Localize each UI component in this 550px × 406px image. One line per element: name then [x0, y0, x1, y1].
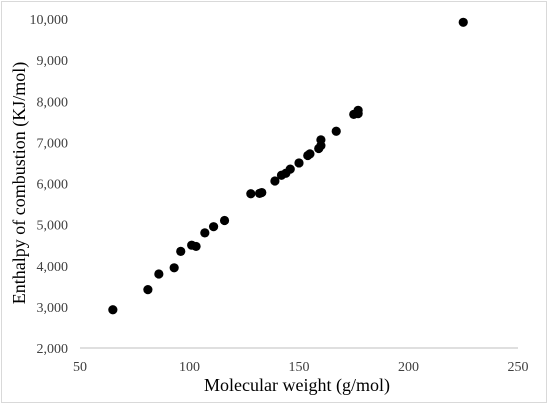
- data-point: [270, 176, 280, 186]
- x-axis-title: Molecular weight (g/mol): [204, 375, 390, 396]
- y-tick-label: 9,000: [37, 54, 69, 69]
- data-point: [316, 135, 326, 145]
- x-tick-label: 50: [73, 360, 87, 375]
- y-tick-labels: 2,000 3,000 4,000 5,000 6,000 7,000 8,000 9,000…: [30, 13, 69, 357]
- data-point: [458, 17, 468, 27]
- data-point: [108, 305, 118, 315]
- data-point: [285, 164, 295, 174]
- y-axis-title: Enthalpy of combustion (KJ/mol): [9, 62, 30, 304]
- y-tick-label: 2,000: [37, 342, 69, 357]
- data-point: [176, 246, 186, 256]
- x-tick-label: 200: [398, 360, 419, 375]
- data-point: [294, 158, 304, 168]
- data-point: [305, 149, 315, 159]
- y-tick-label: 4,000: [37, 260, 69, 275]
- data-point: [208, 222, 219, 232]
- y-tick-label: 3,000: [37, 301, 69, 316]
- x-tick-labels: 50 100 150 200 250: [73, 360, 529, 375]
- y-tick-label: 10,000: [30, 13, 69, 28]
- data-point: [331, 126, 341, 136]
- x-tick-label: 150: [289, 360, 310, 375]
- x-tick-label: 100: [179, 360, 200, 375]
- y-tick-label: 7,000: [37, 136, 69, 151]
- x-tick-label: 250: [508, 360, 529, 375]
- data-point: [353, 108, 363, 119]
- data-point: [143, 285, 153, 295]
- data-point: [191, 241, 201, 252]
- data-points: [108, 17, 468, 315]
- data-point: [200, 228, 210, 238]
- data-point: [246, 189, 256, 199]
- y-tick-label: 5,000: [37, 219, 69, 234]
- y-tick-label: 6,000: [37, 178, 69, 193]
- data-point: [154, 269, 164, 279]
- data-point: [219, 215, 230, 226]
- data-point: [257, 187, 267, 198]
- y-tick-label: 8,000: [37, 95, 69, 110]
- data-point: [169, 263, 179, 273]
